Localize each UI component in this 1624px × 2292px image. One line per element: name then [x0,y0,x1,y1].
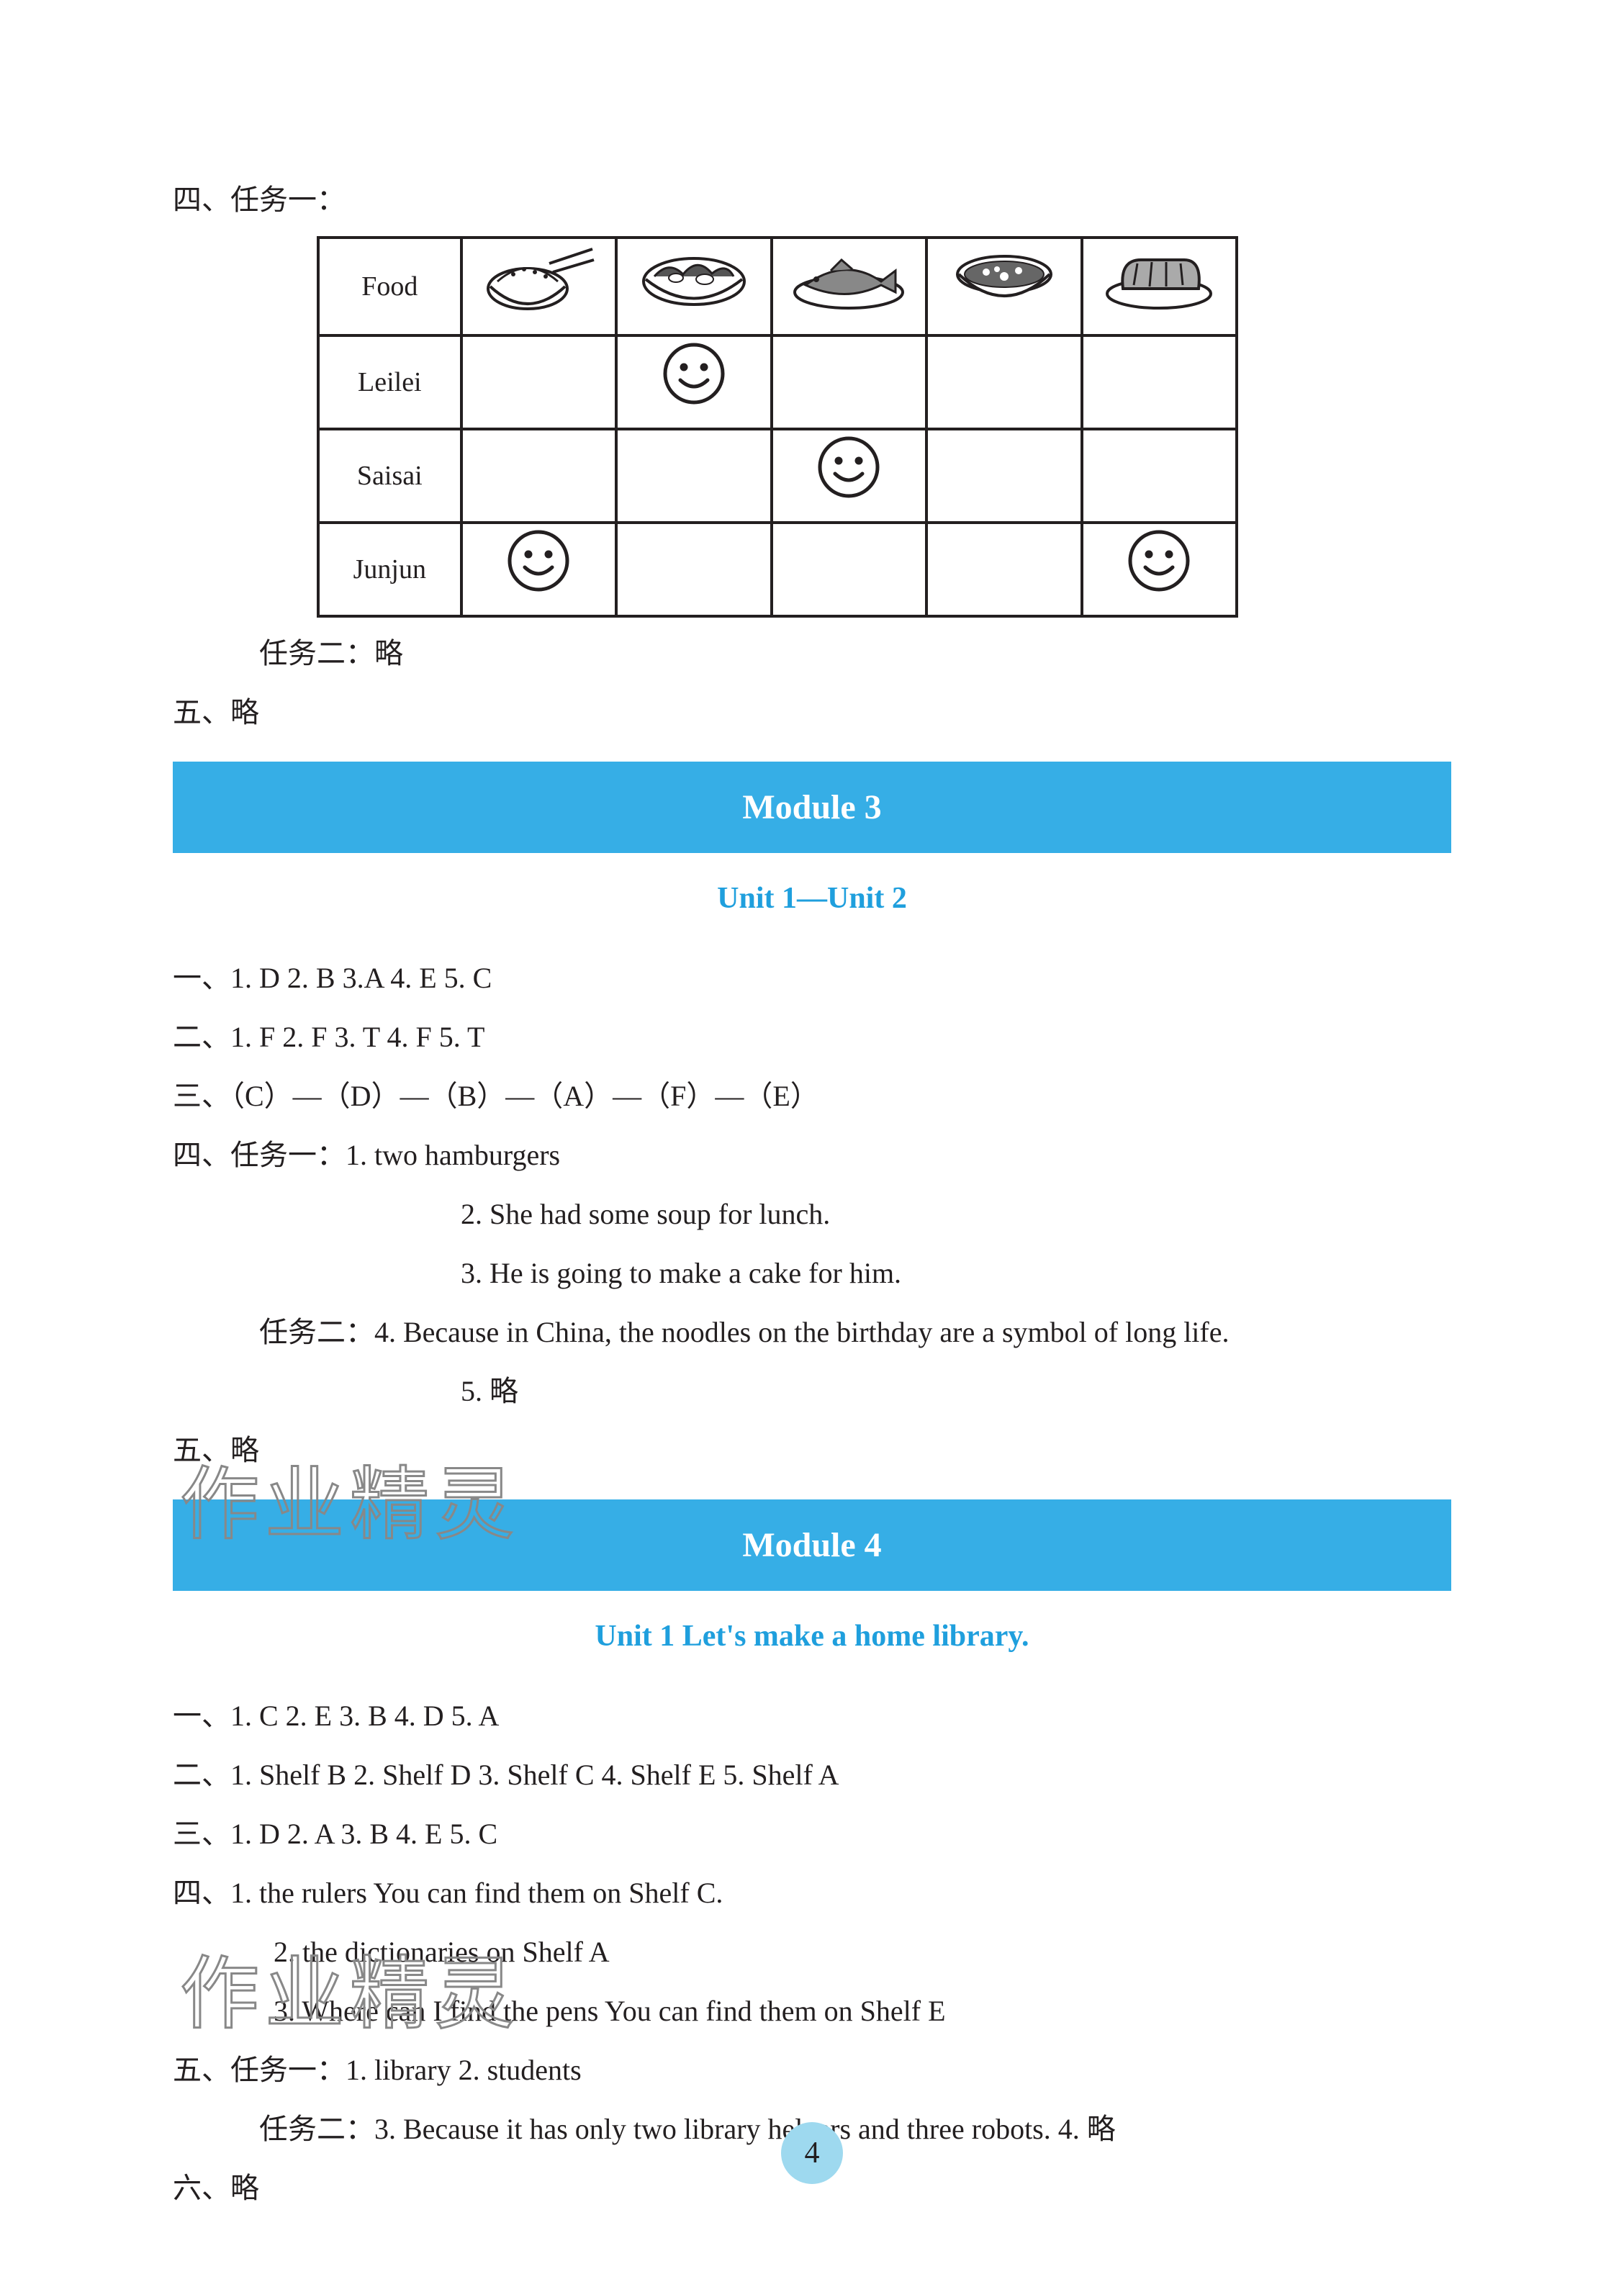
m4-q1: 一、1. C 2. E 3. B 4. D 5. A [173,1689,1451,1743]
m4-q2: 二、1. Shelf B 2. Shelf D 3. Shelf C 4. Sh… [173,1748,1451,1803]
m3-q3: 三、（C）—（D）—（B）—（A）—（F）—（E） [173,1069,1451,1124]
row-name: Saisai [318,429,461,523]
m4-q4-3: 3. Where can I find the pens You can fin… [173,1984,1451,2039]
row-name: Junjun [318,523,461,616]
row-name: Leilei [318,335,461,429]
m3-q4-t2: 任务二：4. Because in China, the noodles on … [173,1305,1451,1360]
food-icon-bread [1082,238,1237,335]
table-row-leilei: Leilei [318,335,1237,429]
module-3-subtitle: Unit 1—Unit 2 [173,870,1451,928]
m3-q4-3: 3. He is going to make a cake for him. [173,1246,1451,1301]
smiley-icon [508,530,569,592]
page-number: 4 [805,2136,820,2170]
food-icon-soup [926,238,1081,335]
m3-q4-5: 5. 略 [173,1364,1451,1419]
page-content: 四、任务一： Food [0,0,1624,2292]
m3-q1: 一、1. D 2. B 3.A 4. E 5. C [173,951,1451,1006]
module-4-banner: Module 4 [173,1499,1451,1591]
smiley-icon [818,436,880,498]
m4-q4-2: 2. the dictionaries on Shelf A [173,1925,1451,1980]
module-3-banner: Module 3 [173,762,1451,853]
m3-q5: 五、略 [173,1423,1451,1478]
smiley-icon [1128,530,1190,592]
food-icon-hotpot [616,238,771,335]
section-4-heading: 四、任务一： [173,173,1451,227]
m3-q4-head: 四、任务一：1. two hamburgers [173,1128,1451,1183]
table-row-junjun: Junjun [318,523,1237,616]
table-row-saisai: Saisai [318,429,1237,523]
m4-q5-t1: 五、任务一：1. library 2. students [173,2043,1451,2098]
task2-label: 任务二：略 [173,626,1451,681]
m4-q4-1: 四、1. the rulers You can find them on She… [173,1866,1451,1921]
m4-q3: 三、1. D 2. A 3. B 4. E 5. C [173,1807,1451,1862]
food-icon-fish [772,238,926,335]
m3-q4-2: 2. She had some soup for lunch. [173,1187,1451,1242]
page-number-badge: 4 [781,2122,843,2184]
food-icon-rice [461,238,616,335]
food-table: Food [317,236,1238,618]
food-label-cell: Food [318,238,461,335]
food-header-row: Food [318,238,1237,335]
section-5: 五、略 [173,685,1451,740]
module-4-subtitle: Unit 1 Let's make a home library. [173,1608,1451,1666]
smiley-icon [663,343,725,405]
m3-q2: 二、1. F 2. F 3. T 4. F 5. T [173,1010,1451,1065]
